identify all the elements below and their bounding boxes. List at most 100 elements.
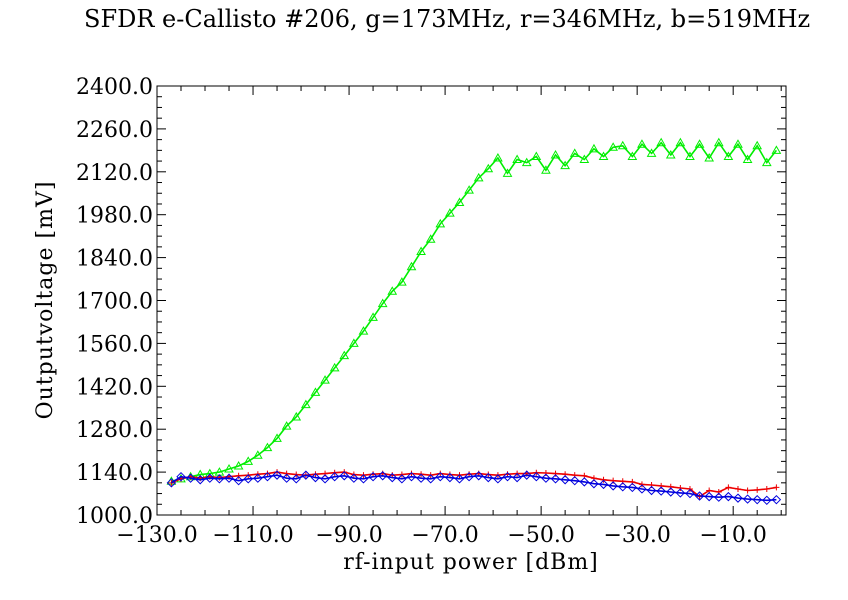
- data-point: [723, 491, 734, 502]
- data-point: [704, 491, 714, 502]
- plot-frame: [156, 85, 787, 516]
- data-point: [752, 494, 762, 505]
- data-point: [762, 495, 772, 505]
- data-point: [637, 139, 647, 148]
- data-point: [656, 486, 666, 496]
- data-point: [579, 477, 590, 487]
- data-point: [552, 470, 559, 477]
- y-tick-label: 1140.0: [76, 461, 153, 486]
- y-tick-label: 1840.0: [76, 247, 153, 272]
- data-point: [274, 469, 281, 476]
- data-point: [675, 488, 686, 498]
- data-point: [771, 145, 782, 154]
- data-point: [264, 470, 271, 477]
- data-point: [168, 479, 175, 486]
- data-point: [521, 157, 532, 167]
- x-tick-label: −50.0: [507, 523, 574, 548]
- data-point: [473, 471, 484, 481]
- data-point: [656, 137, 667, 147]
- data-point: [445, 472, 455, 483]
- data-point: [666, 487, 676, 497]
- data-point: [435, 471, 445, 482]
- data-point: [550, 474, 561, 484]
- data-point: [253, 473, 263, 483]
- data-point: [667, 483, 674, 490]
- data-point: [473, 172, 484, 182]
- data-point: [387, 286, 398, 295]
- data-point: [339, 350, 350, 360]
- data-point: [281, 421, 292, 430]
- y-tick-label: 1420.0: [76, 375, 153, 400]
- y-tick-label: 1000.0: [76, 504, 153, 529]
- data-point: [397, 474, 407, 484]
- data-point: [435, 218, 446, 228]
- data-point: [773, 484, 780, 491]
- data-point: [320, 375, 330, 384]
- data-point: [446, 471, 453, 478]
- data-point: [368, 312, 378, 321]
- data-point: [349, 338, 359, 347]
- data-point: [531, 151, 542, 160]
- data-point: [310, 387, 321, 396]
- data-point: [454, 197, 465, 206]
- data-point: [675, 137, 686, 147]
- data-point: [694, 491, 705, 501]
- data-point: [416, 246, 426, 255]
- data-point: [734, 485, 741, 492]
- data-point: [195, 475, 205, 485]
- series-0: [166, 137, 782, 485]
- data-point: [358, 326, 369, 335]
- data-point: [464, 185, 474, 194]
- data-point: [550, 149, 561, 159]
- data-point: [771, 494, 782, 505]
- data-point: [166, 478, 177, 488]
- data-point: [723, 151, 734, 160]
- data-point: [742, 494, 753, 504]
- data-point: [377, 298, 388, 308]
- y-axis-title: Outputvoltage [mV]: [33, 181, 58, 420]
- data-point: [425, 234, 436, 243]
- data-point: [570, 475, 580, 486]
- data-point: [445, 208, 455, 217]
- x-axis-title: rf-input power [dBm]: [343, 550, 599, 575]
- data-point: [542, 470, 549, 477]
- data-point: [454, 474, 465, 484]
- data-point: [560, 160, 570, 170]
- data-point: [733, 493, 743, 503]
- data-point: [677, 485, 684, 492]
- data-point: [322, 470, 329, 477]
- data-point: [522, 470, 532, 480]
- x-tick-label: −70.0: [411, 523, 478, 548]
- data-point: [233, 475, 244, 486]
- data-point: [235, 472, 242, 479]
- data-point: [610, 477, 617, 484]
- data-point: [763, 485, 770, 492]
- data-point: [224, 464, 234, 473]
- data-point: [368, 471, 378, 482]
- series-line: [170, 474, 777, 502]
- data-point: [493, 153, 503, 162]
- data-point: [377, 471, 388, 481]
- y-tick-label: 1560.0: [76, 332, 153, 357]
- data-point: [185, 473, 196, 483]
- data-point: [715, 489, 722, 496]
- data-point: [512, 472, 522, 483]
- data-point: [216, 474, 223, 481]
- data-point: [243, 474, 253, 484]
- data-point: [358, 474, 369, 484]
- data-point: [224, 473, 234, 483]
- data-point: [646, 485, 657, 496]
- data-point: [541, 165, 551, 174]
- y-tick-label: 2120.0: [76, 161, 153, 186]
- data-point: [665, 149, 676, 159]
- series-layer: [166, 137, 782, 505]
- data-point: [349, 473, 359, 483]
- data-point: [579, 154, 590, 164]
- data-point: [618, 482, 628, 492]
- data-point: [406, 471, 417, 482]
- x-tick-label: −110.0: [212, 523, 293, 548]
- data-point: [176, 471, 186, 482]
- data-point: [483, 163, 494, 173]
- series-2: [166, 470, 782, 505]
- x-axis: −130.0 −110.0 −90.0 −70.0 −50.0 −30.0 −10.0: [116, 86, 782, 548]
